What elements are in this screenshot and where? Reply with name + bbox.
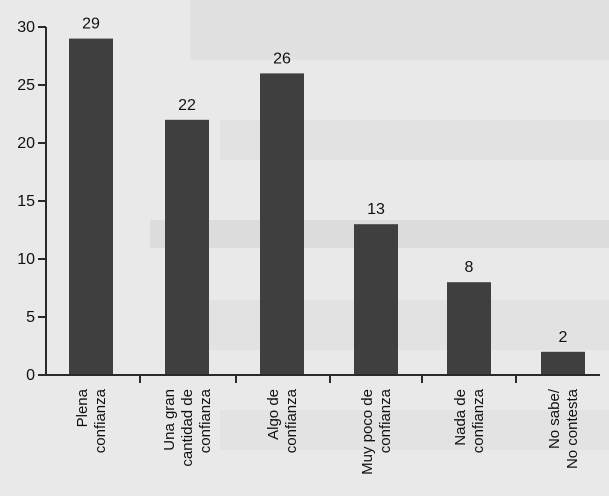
x-tick-label-line: Algo de [265,389,282,440]
data-label-6: 2 [559,329,568,346]
bar-4 [354,224,398,375]
bar-6 [541,351,585,375]
data-label-1: 29 [82,16,100,33]
y-tick-label: 30 [17,19,35,36]
x-tick-label-6: No sabe/No contesta [546,388,581,469]
x-ticks-layer: Plena confianza Una gran cantidad de confian… [74,375,581,475]
x-tick-label-line: cantidad de [179,389,196,467]
x-tick-label-line: No sabe/ [546,388,563,449]
x-tick-label-line: confianza [92,388,109,453]
bar-2 [165,119,209,375]
x-tick-label-2: Una gran cantidad de confianza [161,388,214,466]
x-tick-label-5: Nada de confianza [452,388,487,453]
data-label-5: 8 [465,259,474,276]
x-tick-label-line: Muy poco de [359,389,376,475]
x-tick-label-line: Una gran [161,389,178,451]
y-tick-label: 25 [17,77,35,94]
bar-1 [69,38,113,375]
data-label-4: 13 [367,201,385,218]
x-tick-label-line: confianza [197,388,214,453]
y-tick-label: 0 [26,367,35,384]
y-tick-label: 5 [26,309,35,326]
y-tick-label: 10 [17,251,35,268]
x-tick-label-line: confianza [283,388,300,453]
data-labels-layer: 29 22 26 13 8 2 [82,16,567,346]
x-tick-label-line: Plena [74,388,91,427]
y-ticks-layer: 0 5 10 15 20 25 30 [17,19,46,384]
x-tick-label-line: No contesta [564,388,581,469]
x-tick-label-line: confianza [377,388,394,453]
y-tick-label: 15 [17,193,35,210]
y-tick-label: 20 [17,135,35,152]
x-tick-label-1: Plena confianza [74,388,109,453]
bar-3 [260,73,304,376]
x-tick-label-line: confianza [470,388,487,453]
x-tick-label-3: Algo de confianza [265,388,300,453]
data-label-3: 26 [273,50,291,67]
bars-layer [69,38,585,376]
x-tick-label-4: Muy poco de confianza [359,388,394,475]
data-label-2: 22 [178,97,196,114]
x-tick-label-line: Nada de [452,389,469,446]
bar-5 [447,282,491,375]
